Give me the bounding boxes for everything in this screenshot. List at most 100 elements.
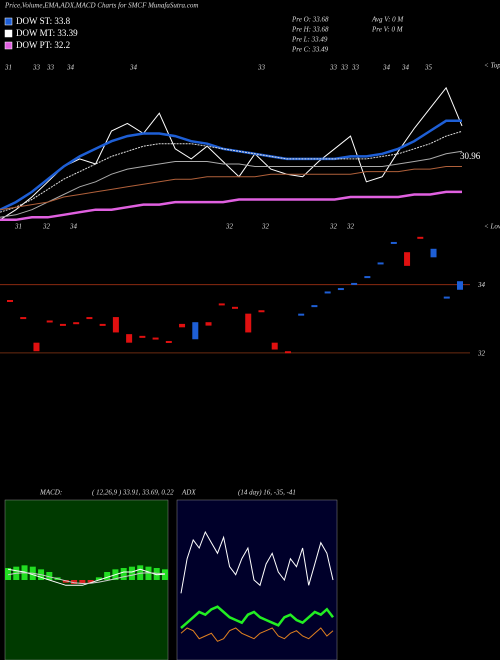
info-text: Pre H: 33.68 — [291, 26, 329, 34]
candle — [232, 306, 238, 309]
top-label: 34 — [129, 64, 138, 72]
low-label: 31 — [14, 223, 22, 231]
low-label: 34 — [69, 223, 78, 231]
candle — [112, 317, 119, 333]
candle — [126, 334, 133, 343]
macd-bar — [153, 568, 160, 580]
candle — [7, 300, 13, 302]
ema-line — [0, 190, 462, 222]
ema-line — [0, 130, 463, 213]
info-text: Avg V: 0 M — [371, 16, 404, 24]
macd-bar — [104, 572, 111, 580]
macd-bar — [145, 566, 152, 580]
low-label: 32 — [225, 223, 234, 231]
top-label: 35 — [424, 64, 433, 72]
y-tick-label: 32 — [477, 350, 486, 358]
top-label: 34 — [382, 64, 391, 72]
last-value-label: 30.96 — [460, 151, 481, 161]
y-tick-label: 34 — [477, 281, 486, 289]
macd-bar — [128, 566, 135, 580]
macd-label: MACD: — [39, 489, 62, 497]
top-label: 33 — [340, 64, 349, 72]
signal-line — [7, 572, 166, 585]
adx-line — [180, 530, 334, 594]
ema-line — [0, 86, 463, 221]
macd-panel — [4, 499, 169, 660]
macd-bar — [87, 580, 94, 583]
adx-line — [180, 627, 334, 642]
adx-line — [180, 605, 334, 629]
candle — [205, 322, 212, 326]
adx-params: (14 day) 16, -35, -41 — [238, 489, 296, 497]
candle — [298, 313, 305, 316]
candle — [139, 335, 146, 338]
candle — [284, 351, 291, 354]
candle — [311, 305, 318, 308]
candle — [99, 323, 106, 326]
macd-bar — [79, 580, 86, 584]
macd-bar — [95, 577, 102, 580]
legend-entry: DOW MT: 33.39 — [16, 28, 78, 38]
page-title: Price,Volume,EMA,ADX,MACD Charts for SMC… — [4, 2, 198, 10]
candle — [443, 296, 450, 299]
top-label: 31 — [4, 64, 12, 72]
info-text: Pre C: 33.49 — [291, 46, 329, 54]
macd-bar — [62, 580, 69, 583]
candle — [364, 276, 371, 279]
candle — [404, 252, 411, 266]
candle — [73, 322, 80, 325]
candle — [271, 342, 278, 350]
candle — [377, 262, 384, 265]
ema-line — [0, 150, 463, 218]
top-label: 34 — [66, 64, 75, 72]
candle — [46, 320, 53, 323]
macd-bar — [137, 565, 144, 580]
lows-label: < Lows — [484, 223, 500, 231]
macd-bar — [5, 568, 11, 580]
candle — [324, 291, 331, 294]
candle — [179, 323, 186, 328]
low-label: 32 — [329, 223, 338, 231]
candle — [86, 317, 93, 320]
top-label: 33 — [32, 64, 41, 72]
legend-swatch — [4, 17, 13, 26]
low-label: 32 — [346, 223, 355, 231]
macd-line — [7, 568, 166, 586]
candle — [245, 313, 252, 333]
top-label: 33 — [329, 64, 338, 72]
candle — [258, 310, 265, 313]
adx-label: ADX — [181, 489, 196, 497]
candle — [430, 248, 437, 258]
legend-swatch — [4, 29, 13, 38]
candle — [218, 303, 225, 306]
candle — [351, 282, 358, 285]
candle — [390, 241, 397, 244]
top-label: 33 — [46, 64, 55, 72]
macd-bar — [162, 569, 168, 580]
candle — [59, 323, 66, 326]
macd-params: ( 12,26,9 ) 33.91, 33.69, 0.22 — [92, 489, 174, 497]
top-label: 33 — [351, 64, 360, 72]
macd-bar — [71, 580, 78, 584]
ema-line — [0, 166, 462, 211]
top-label: 33 — [257, 64, 266, 72]
info-text: Pre V: 0 M — [371, 26, 404, 34]
candle — [152, 337, 159, 340]
candle — [337, 288, 344, 291]
top-label: 34 — [401, 64, 410, 72]
candle — [457, 281, 463, 290]
candle — [192, 322, 199, 340]
macd-bar — [120, 568, 127, 580]
legend-entry: DOW PT: 32.2 — [16, 40, 70, 50]
info-text: Pre O: 33.68 — [291, 16, 329, 24]
candle — [417, 236, 424, 239]
legend-swatch — [4, 41, 13, 50]
legend-entry: DOW ST: 33.8 — [16, 16, 71, 26]
tops-label: < Tops — [484, 62, 500, 70]
candle — [33, 342, 40, 352]
low-label: 32 — [261, 223, 270, 231]
info-text: Pre L: 33.49 — [291, 36, 328, 44]
macd-bar — [46, 572, 53, 580]
